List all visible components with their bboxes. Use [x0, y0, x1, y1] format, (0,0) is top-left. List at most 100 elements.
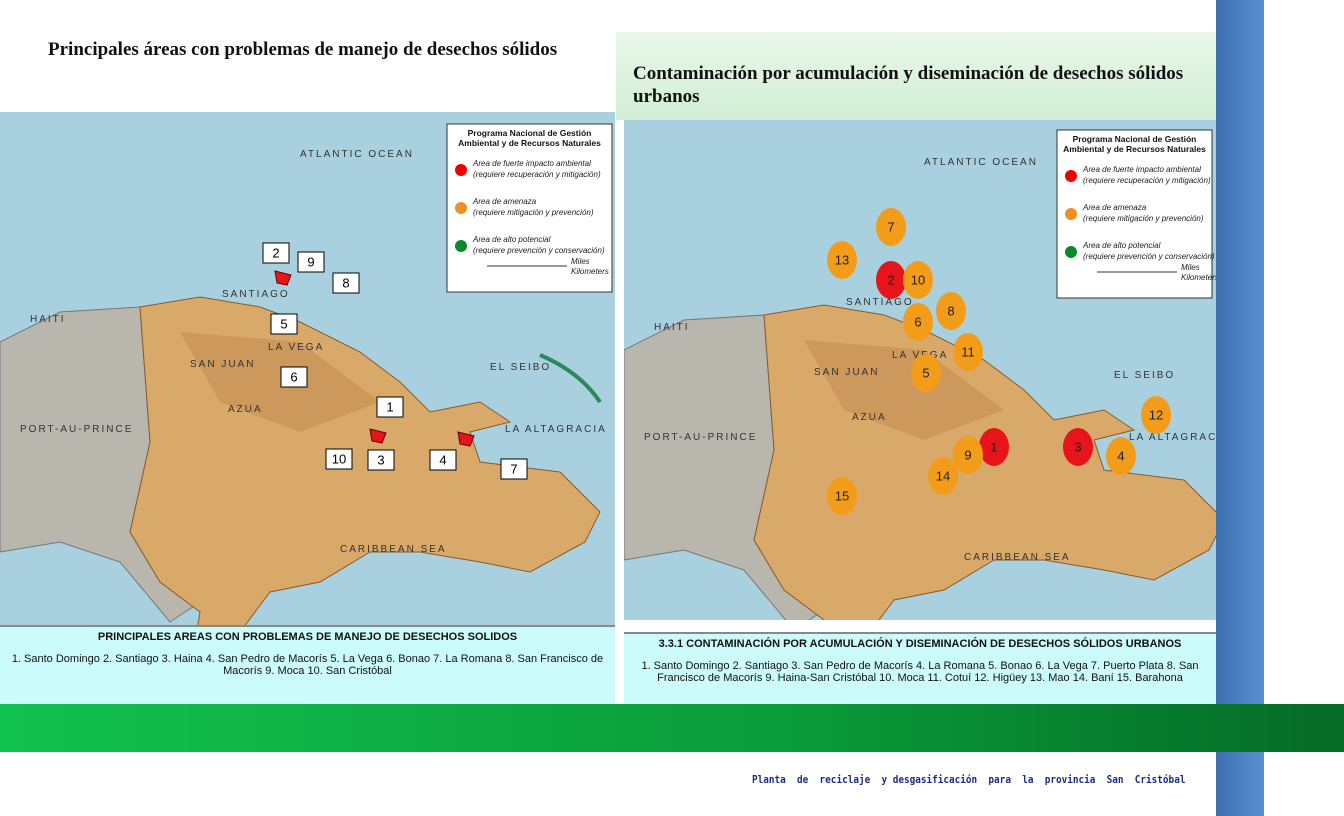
- marker-box: [376, 396, 404, 418]
- legend-swatch: [455, 240, 467, 252]
- map-label: LA ALTAGRACIA: [1129, 432, 1216, 443]
- marker: [1141, 396, 1171, 434]
- map-label: SANTIAGO: [222, 289, 290, 300]
- marker-label: 5: [280, 316, 287, 331]
- marker-label: 4: [439, 452, 446, 467]
- legend-swatch: [455, 202, 467, 214]
- marker-box: [367, 449, 395, 471]
- marker-box: [280, 366, 308, 388]
- map-label: CARIBBEAN SEA: [964, 552, 1071, 563]
- map-label: SAN JUAN: [190, 359, 255, 370]
- impact-area: [457, 431, 475, 447]
- legend-item: Area de fuerte impacto ambiental: [1082, 165, 1201, 174]
- marker: [876, 208, 906, 246]
- legend-swatch: [1065, 170, 1077, 182]
- legend-swatch: [455, 164, 467, 176]
- impact-area: [369, 428, 387, 444]
- legend-item: Area de alto potencial: [1082, 241, 1161, 250]
- marker-label: 14: [936, 468, 950, 483]
- marker-box: [297, 251, 325, 273]
- marker-box: [325, 448, 353, 470]
- marker-label: 7: [887, 219, 894, 234]
- marker: [1106, 437, 1136, 475]
- map-label: AZUA: [852, 412, 887, 423]
- map-label: AZUA: [228, 404, 263, 415]
- marker-label: 9: [964, 447, 971, 462]
- marker-label: 8: [342, 275, 349, 290]
- right-title: Contaminación por acumulación y disemina…: [633, 63, 1184, 107]
- legend-box: [446, 123, 613, 293]
- marker-label: 11: [961, 344, 975, 359]
- map-label: LA VEGA: [892, 350, 948, 361]
- right-caption: 3.3.1 CONTAMINACIÓN POR ACUMULACIÓN Y DI…: [624, 632, 1216, 704]
- legend-swatch: [1065, 246, 1077, 258]
- map-label: EL SEIBO: [490, 362, 551, 373]
- marker-box: [270, 313, 298, 335]
- marker-label: 6: [914, 314, 921, 329]
- map-label: SANTIAGO: [846, 297, 914, 308]
- impact-area: [274, 270, 292, 286]
- legend-item: (requiere prevención y conservación): [473, 246, 605, 255]
- right-map: ATLANTIC OCEAN CARIBBEAN SEA HAITI SANTIAGO…: [624, 120, 1216, 620]
- marker-box: [262, 242, 290, 264]
- marker-label: 13: [835, 252, 849, 267]
- map-label: HAITI: [654, 322, 690, 333]
- legend-item: (requiere prevención y conservación): [1083, 252, 1215, 261]
- caption-text: 1. Santo Domingo 2. Santiago 3. San Pedr…: [641, 660, 1199, 684]
- map-label: SAN JUAN: [814, 367, 879, 378]
- right-header: [616, 32, 1216, 120]
- map-label: ATLANTIC OCEAN: [300, 149, 414, 160]
- marker: [827, 477, 857, 515]
- map-label: CARIBBEAN SEA: [340, 544, 447, 555]
- marker: [936, 292, 966, 330]
- marker-label: 5: [922, 365, 929, 380]
- map-label: LA VEGA: [268, 342, 324, 353]
- marker-label: 9: [307, 254, 314, 269]
- marker-label: 1: [990, 439, 997, 454]
- legend-item: Area de amenaza: [1082, 203, 1147, 212]
- marker-box: [429, 449, 457, 471]
- legend-item: Area de fuerte impacto ambiental: [472, 159, 591, 168]
- marker: [953, 333, 983, 371]
- footer: Planta de reciclaje y desgasificación pa…: [752, 773, 1186, 786]
- map-label: ATLANTIC OCEAN: [924, 157, 1038, 168]
- legend-box: [1056, 129, 1213, 299]
- marker: [928, 457, 958, 495]
- marker-label: 3: [1074, 439, 1081, 454]
- marker-label: 15: [835, 488, 849, 503]
- marker-label: 6: [290, 369, 297, 384]
- marker-label: 3: [377, 452, 384, 467]
- marker-label: 2: [887, 272, 894, 287]
- legend-title: Programa Nacional de Gestión: [1073, 134, 1197, 144]
- marker-box: [500, 458, 528, 480]
- marker-label: 12: [1149, 407, 1163, 422]
- marker: [903, 261, 933, 299]
- left-title: Principales áreas con problemas de manej…: [48, 39, 558, 60]
- legend-title: Ambiental y de Recursos Naturales: [1063, 144, 1206, 154]
- scale-label: Miles: [1181, 263, 1200, 272]
- hills: [804, 340, 1004, 440]
- marker-label: 10: [911, 272, 925, 287]
- caption-title: 3.3.1 CONTAMINACIÓN POR ACUMULACIÓN Y DI…: [658, 638, 1182, 650]
- left-caption: PRINCIPALES AREAS CON PROBLEMAS DE MANEJ…: [0, 625, 615, 704]
- caption-title: PRINCIPALES AREAS CON PROBLEMAS DE MANEJ…: [97, 631, 518, 643]
- coast-potential: [539, 353, 602, 404]
- legend-item: Area de amenaza: [472, 197, 537, 206]
- marker-label: 7: [510, 461, 517, 476]
- legend-swatch: [1065, 208, 1077, 220]
- legend-item: (requiere recuperación y mitigación): [1083, 176, 1211, 185]
- scale-label: Kilometers: [1181, 273, 1216, 282]
- marker-label: 2: [272, 245, 279, 260]
- side-bar: [1216, 0, 1264, 816]
- map-label: EL SEIBO: [1114, 370, 1175, 381]
- hills: [180, 332, 380, 432]
- map-label: LA ALTAGRACIA: [505, 424, 607, 435]
- legend-item: (requiere recuperación y mitigación): [473, 170, 601, 179]
- marker-label: 1: [386, 399, 393, 414]
- legend-title: Ambiental y de Recursos Naturales: [458, 138, 601, 148]
- legend-item: Area de alto potencial: [472, 235, 551, 244]
- marker: [911, 354, 941, 392]
- marker: [979, 428, 1009, 466]
- marker-label: 4: [1117, 448, 1124, 463]
